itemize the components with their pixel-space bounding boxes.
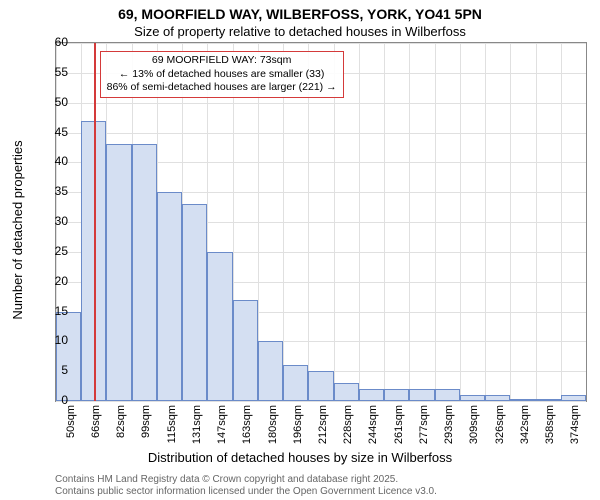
y-tick-label: 50 (48, 95, 68, 109)
histogram-bar (460, 395, 485, 401)
histogram-bar (308, 371, 333, 401)
y-tick-label: 5 (48, 363, 68, 377)
histogram-bar (157, 192, 182, 401)
histogram-bar (334, 383, 359, 401)
annotation-line-1: 69 MOORFIELD WAY: 73sqm (107, 54, 337, 68)
chart-footer: Contains HM Land Registry data © Crown c… (55, 474, 437, 498)
y-tick-label: 25 (48, 244, 68, 258)
gridline-h (56, 133, 586, 134)
gridline-v (485, 43, 486, 401)
y-tick-label: 20 (48, 274, 68, 288)
histogram-bar (233, 300, 258, 401)
chart-subtitle: Size of property relative to detached ho… (0, 24, 600, 39)
footer-line-2: Contains public sector information licen… (55, 486, 437, 498)
gridline-v (460, 43, 461, 401)
gridline-h (56, 43, 586, 44)
gridline-v (536, 43, 537, 401)
gridline-h (56, 401, 586, 402)
gridline-v (435, 43, 436, 401)
x-axis-label: Distribution of detached houses by size … (0, 450, 600, 465)
x-tick-label: 374sqm (569, 405, 600, 445)
annotation-line-2: ← 13% of detached houses are smaller (33… (107, 68, 337, 82)
histogram-bar (106, 144, 131, 401)
y-tick-label: 55 (48, 65, 68, 79)
histogram-bar (561, 395, 586, 401)
histogram-bar (283, 365, 308, 401)
histogram-bar (56, 312, 81, 402)
chart-container: 69, MOORFIELD WAY, WILBERFOSS, YORK, YO4… (0, 0, 600, 500)
y-tick-label: 35 (48, 184, 68, 198)
histogram-bar (536, 399, 561, 401)
histogram-bar (510, 399, 535, 401)
gridline-v (510, 43, 511, 401)
gridline-v (359, 43, 360, 401)
histogram-bar (409, 389, 434, 401)
histogram-bar (435, 389, 460, 401)
histogram-bar (258, 341, 283, 401)
annotation-box: 69 MOORFIELD WAY: 73sqm← 13% of detached… (100, 51, 344, 98)
histogram-bar (485, 395, 510, 401)
property-marker-line (94, 43, 96, 401)
y-tick-label: 40 (48, 154, 68, 168)
gridline-h (56, 103, 586, 104)
gridline-v (561, 43, 562, 401)
gridline-v (409, 43, 410, 401)
histogram-bar (207, 252, 232, 401)
y-tick-label: 45 (48, 125, 68, 139)
annotation-line-3: 86% of semi-detached houses are larger (… (107, 81, 337, 95)
y-axis-label: Number of detached properties (10, 140, 25, 319)
chart-title: 69, MOORFIELD WAY, WILBERFOSS, YORK, YO4… (0, 6, 600, 22)
histogram-bar (182, 204, 207, 401)
histogram-bar (359, 389, 384, 401)
plot-area: 69 MOORFIELD WAY: 73sqm← 13% of detached… (55, 42, 587, 402)
y-tick-label: 60 (48, 35, 68, 49)
y-tick-label: 10 (48, 333, 68, 347)
histogram-bar (384, 389, 409, 401)
y-tick-label: 30 (48, 214, 68, 228)
footer-line-1: Contains HM Land Registry data © Crown c… (55, 474, 437, 486)
gridline-v (384, 43, 385, 401)
histogram-bar (132, 144, 157, 401)
y-tick-label: 15 (48, 304, 68, 318)
